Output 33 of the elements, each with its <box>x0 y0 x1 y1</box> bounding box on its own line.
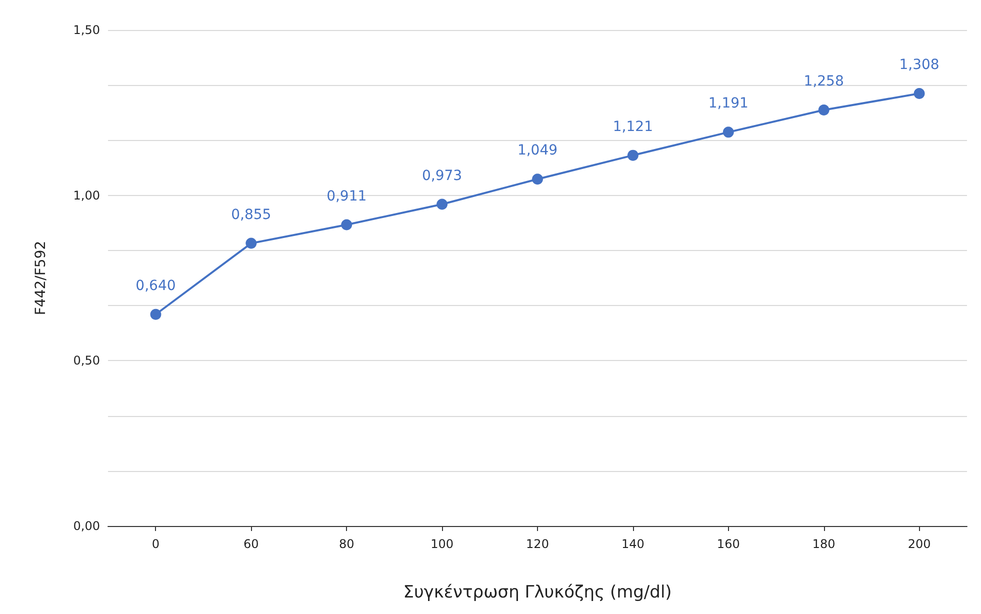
x-tick-label: 120 <box>526 537 549 551</box>
data-label: 0,911 <box>326 188 367 204</box>
y-tick-label: 1,00 <box>73 188 100 202</box>
point <box>150 308 162 320</box>
point <box>341 219 352 230</box>
data-label: 0,640 <box>136 278 176 294</box>
x-tick-label: 140 <box>621 537 644 551</box>
x-tick-label: 0 <box>152 537 160 551</box>
data-label: 1,049 <box>517 142 558 159</box>
y-axis-title: F442/F592 <box>33 240 49 316</box>
data-label: 1,308 <box>899 56 940 73</box>
point <box>532 174 543 185</box>
x-tick-label: 160 <box>716 537 740 551</box>
x-axis-title: Συγκέντρωση Γλυκόζης (mg/dl) <box>403 582 672 602</box>
point <box>436 198 448 210</box>
data-label: 0,855 <box>231 206 272 223</box>
x-tick-label: 180 <box>812 537 836 551</box>
y-tick-label: 1,50 <box>73 23 100 37</box>
data-label: 1,191 <box>708 96 748 112</box>
point <box>627 150 638 161</box>
x-tick-label: 100 <box>430 537 454 551</box>
data-label: 1,121 <box>612 118 653 135</box>
x-tick-label: 80 <box>338 537 354 551</box>
point <box>818 104 830 116</box>
data-label: 0,973 <box>422 168 462 184</box>
x-tick-label: 200 <box>908 537 931 551</box>
y-tick-label: 0,00 <box>73 519 100 533</box>
data-label: 1,258 <box>804 74 844 90</box>
x-tick-label: 60 <box>244 537 259 551</box>
y-tick-label: 0,50 <box>73 354 100 368</box>
point <box>246 238 257 249</box>
point <box>914 88 925 99</box>
point <box>722 126 734 138</box>
